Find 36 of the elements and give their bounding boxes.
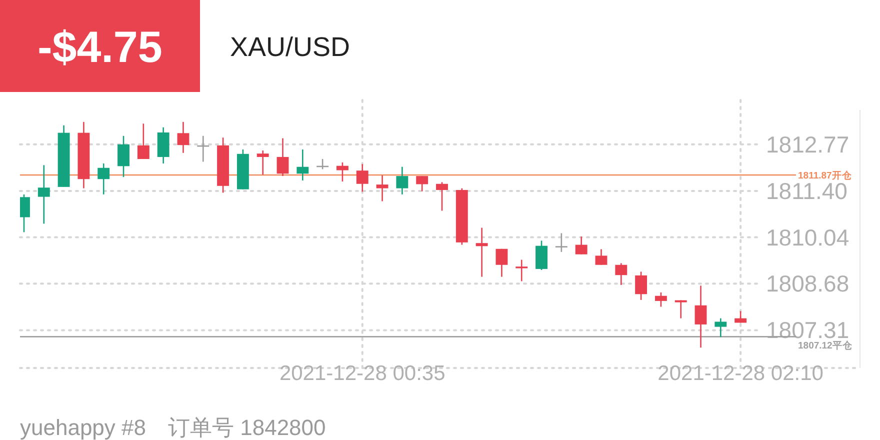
chart-title: XAU/USD xyxy=(230,32,350,62)
x-tick-label: 2021-12-28 00:35 xyxy=(279,362,446,385)
candlestick xyxy=(256,150,269,176)
candlestick xyxy=(98,162,110,196)
candlestick xyxy=(476,227,488,278)
candlestick xyxy=(336,162,348,182)
candlestick xyxy=(615,262,628,286)
candlestick xyxy=(177,121,190,154)
candlestick xyxy=(436,182,448,212)
candlestick xyxy=(276,138,289,177)
candlestick xyxy=(137,122,150,160)
candlestick xyxy=(118,135,130,178)
candlestick xyxy=(635,271,648,301)
candlestick xyxy=(575,236,588,255)
candlestick xyxy=(555,232,568,253)
y-tick-label: 1810.04 xyxy=(766,224,850,250)
ref-line-label: 1811.87开仓 xyxy=(798,170,853,182)
candlestick xyxy=(496,248,508,278)
x-tick-label: 2021-12-28 02:10 xyxy=(658,362,824,385)
candlestick xyxy=(296,148,309,182)
candlestick xyxy=(674,300,687,319)
candlestick xyxy=(38,164,50,224)
y-tick-label: 1808.68 xyxy=(766,270,850,297)
text: -$4.75 xyxy=(38,23,162,72)
candlestick xyxy=(416,175,428,192)
candlestick xyxy=(356,163,368,192)
candlestick xyxy=(396,166,408,196)
candlestick xyxy=(714,318,727,338)
candlestick xyxy=(654,292,667,308)
y-tick-label: 1812.77 xyxy=(766,131,850,158)
text: yuehappy #8 订单号 1842800 xyxy=(20,415,326,440)
candlestick xyxy=(376,174,388,202)
candlestick xyxy=(536,240,548,271)
candlestick xyxy=(595,248,608,266)
candlestick xyxy=(516,259,528,282)
candlestick xyxy=(694,284,707,348)
